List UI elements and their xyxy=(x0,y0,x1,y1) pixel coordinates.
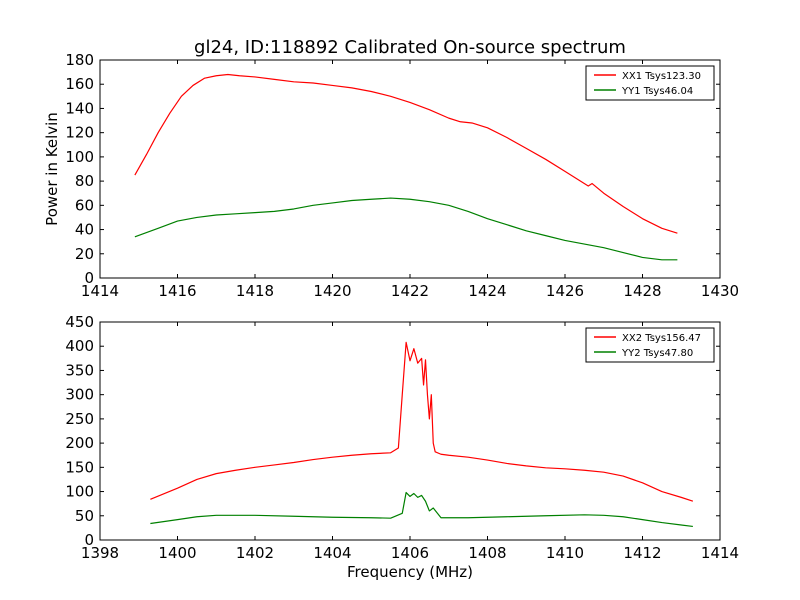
x-tick-label: 1422 xyxy=(391,282,429,300)
y-tick-label: 0 xyxy=(84,269,94,287)
y-tick-label: 60 xyxy=(75,196,94,214)
x-tick-label: 1414 xyxy=(81,282,119,300)
y-tick-label: 120 xyxy=(65,124,94,142)
series-line-1 xyxy=(134,73,678,234)
legend-label: XX1 Tsys123.30 xyxy=(622,71,701,82)
chart-title: gl24, ID:118892 Calibrated On-source spe… xyxy=(194,37,626,58)
y-tick-label: 450 xyxy=(65,313,94,331)
x-tick-label: 1398 xyxy=(81,544,119,562)
x-tick-label: 1402 xyxy=(236,544,274,562)
y-tick-label: 200 xyxy=(65,434,94,452)
x-tick-label: 1416 xyxy=(158,282,196,300)
y-tick-label: 100 xyxy=(65,148,94,166)
y-tick-label: 350 xyxy=(65,361,94,379)
y-axis-label: Power in Kelvin xyxy=(43,112,61,226)
y-tick-label: 400 xyxy=(65,337,94,355)
x-tick-label: 1424 xyxy=(468,282,506,300)
x-tick-label: 1412 xyxy=(623,544,661,562)
series-line-1 xyxy=(150,341,694,502)
bottom-plot: 1398 1400 1402 1404 1406 1408 1410 1412 1414 0 50 1… xyxy=(65,313,739,581)
legend-box xyxy=(585,65,715,101)
series-line-2 xyxy=(134,197,678,261)
x-tick-label: 1406 xyxy=(391,544,429,562)
y-tick-label: 0 xyxy=(84,531,94,549)
y-tick-label: 180 xyxy=(65,51,94,69)
x-tick-label: 1400 xyxy=(158,544,196,562)
x-tick-label: 1414 xyxy=(701,544,739,562)
y-tick-label: 150 xyxy=(65,458,94,476)
x-tick-label: 1418 xyxy=(236,282,274,300)
y-tick-label: 300 xyxy=(65,386,94,404)
y-tick-label: 160 xyxy=(65,75,94,93)
y-tick-label: 20 xyxy=(75,245,94,263)
x-tick-label: 1410 xyxy=(546,544,584,562)
x-axis-label: Frequency (MHz) xyxy=(347,563,473,581)
x-tick-label: 1426 xyxy=(546,282,584,300)
y-tick-label: 50 xyxy=(75,507,94,525)
x-tick-label: 1408 xyxy=(468,544,506,562)
x-tick-label: 1404 xyxy=(313,544,351,562)
y-tick-label: 40 xyxy=(75,221,94,239)
x-tick-label: 1420 xyxy=(313,282,351,300)
x-tick-label: 1428 xyxy=(623,282,661,300)
y-tick-label: 100 xyxy=(65,483,94,501)
y-tick-label: 80 xyxy=(75,172,94,190)
legend-label: XX2 Tsys156.47 xyxy=(622,333,701,344)
legend-label: YY2 Tsys47.80 xyxy=(621,348,693,359)
top-plot: 1414 1416 1418 1420 1422 1424 1426 1428 1430 0 20 4… xyxy=(43,51,739,300)
series-line-2 xyxy=(150,491,693,528)
legend-box xyxy=(585,327,715,363)
y-tick-label: 250 xyxy=(65,410,94,428)
x-tick-label: 1430 xyxy=(701,282,739,300)
y-tick-label: 140 xyxy=(65,99,94,117)
legend-label: YY1 Tsys46.04 xyxy=(621,86,693,97)
